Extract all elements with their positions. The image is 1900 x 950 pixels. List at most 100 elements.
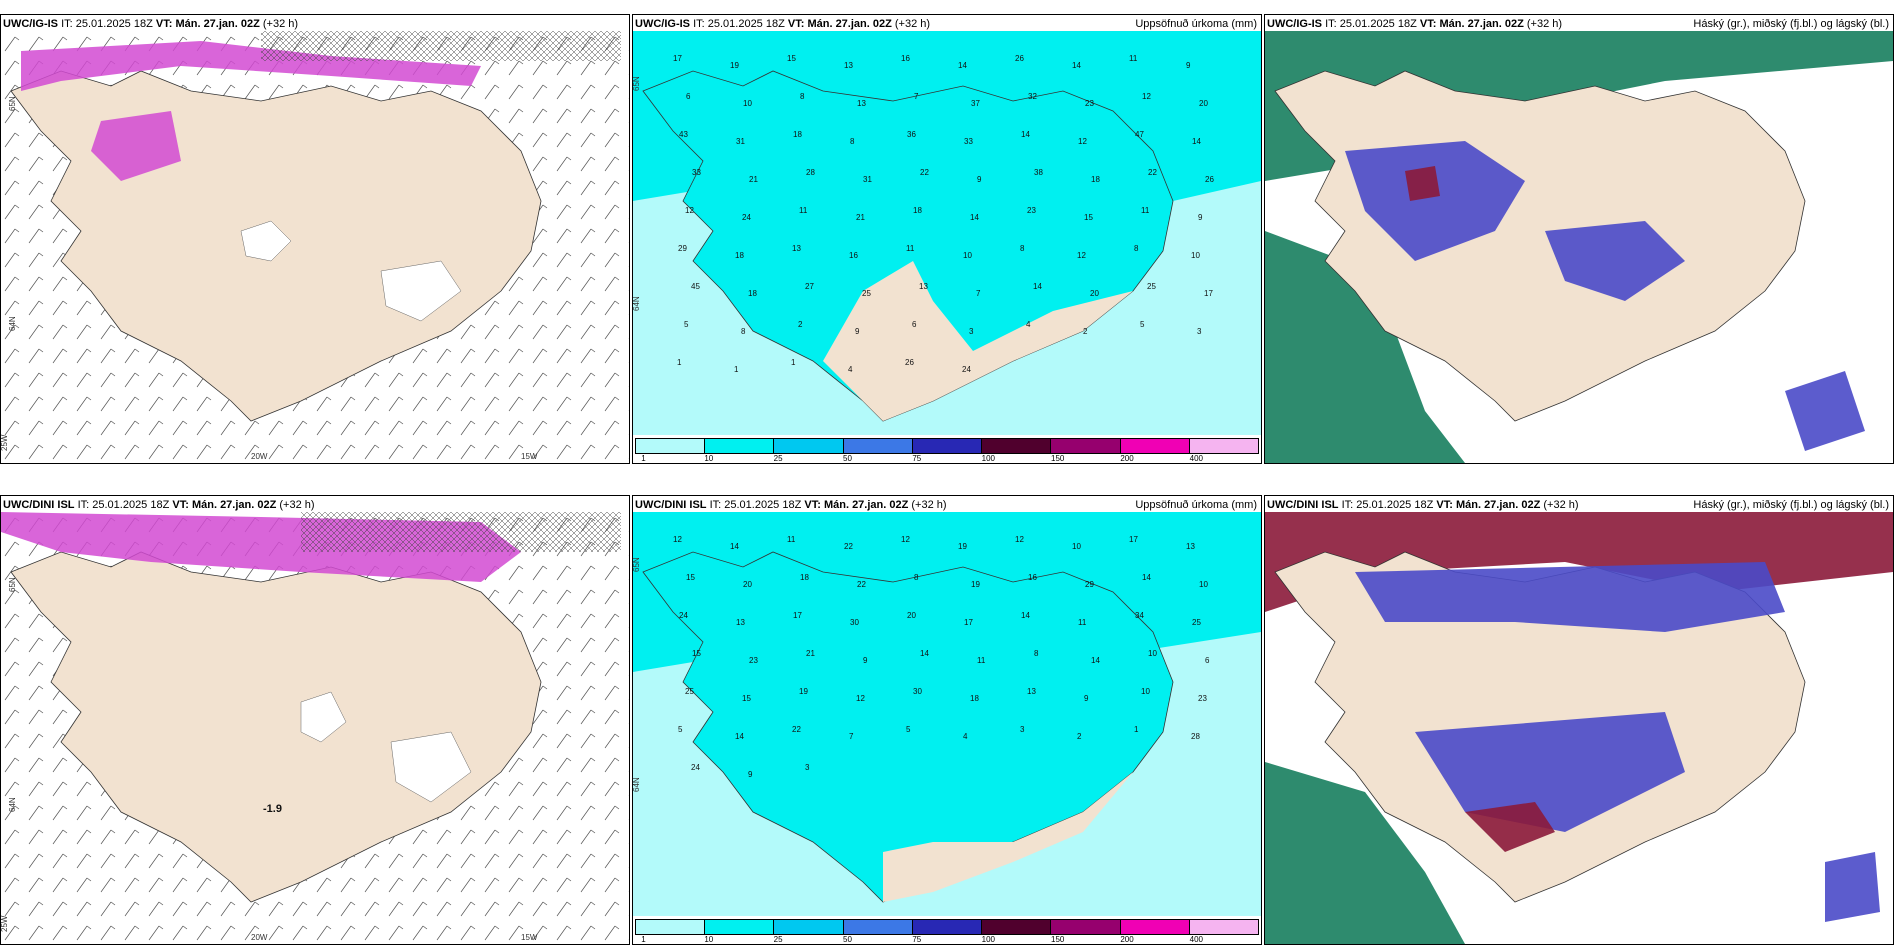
colorbar-label: 25 — [773, 454, 783, 463]
vt-value: Mán. 27.jan. 02Z — [807, 18, 892, 30]
precip-value: 20 — [743, 580, 752, 589]
ice-cap — [380, 260, 462, 322]
precip-value: 22 — [857, 580, 866, 589]
issue-label: IT: — [77, 499, 90, 511]
issue-label: IT: — [1325, 18, 1337, 30]
map-area: 65N 64N 17 19 15 13 16 14 26 14 11 9 6 10 8 13 7 37 32 23… — [633, 31, 1261, 435]
model-name: UWC/DINI ISL — [3, 499, 75, 511]
map-svg — [1265, 512, 1893, 944]
colorbar-swatch — [982, 439, 1052, 453]
precip-value: 24 — [962, 365, 971, 374]
precip-value: 1 — [1134, 725, 1139, 734]
issue-label: IT: — [693, 18, 705, 30]
precip-value: 10 — [743, 99, 752, 108]
precip-value: 38 — [1034, 168, 1043, 177]
colorbar-swatch — [1120, 439, 1190, 453]
precip-value: 30 — [850, 618, 859, 627]
center-temperature-value: -1.9 — [263, 803, 282, 815]
precip-value: 3 — [1197, 327, 1202, 336]
lead-time: (+32 h) — [1543, 499, 1579, 511]
precip-value: 29 — [678, 244, 687, 253]
colorbar-swatch — [912, 439, 983, 453]
precip-value: 8 — [1134, 244, 1139, 253]
high-cloud — [1465, 802, 1555, 852]
mid-cloud — [1345, 141, 1525, 261]
precip-value: 16 — [849, 251, 858, 260]
map-svg: 65N 64N 12141122121912101713152018228191… — [633, 512, 1261, 916]
precip-value: 12 — [685, 206, 694, 215]
precip-value: 18 — [1091, 175, 1100, 184]
panel-header: UWC/IG-IS IT: 25.01.2025 18Z VT: Mán. 27… — [3, 17, 627, 31]
precip-colorbar: 1 10 25 50 75 100 150 200 400 — [635, 919, 1259, 944]
precip-value: 12 — [856, 694, 865, 703]
precip-value: 26 — [1015, 54, 1024, 63]
precip-value: 22 — [1148, 168, 1157, 177]
high-cloud — [1405, 166, 1440, 201]
precip-value: 17 — [1204, 289, 1213, 298]
precip-value: 11 — [787, 535, 796, 544]
lead-time: (+32 h) — [1526, 18, 1563, 30]
colorbar-label: 100 — [981, 454, 996, 463]
precip-value: 7 — [976, 289, 981, 298]
colorbar-swatch — [1051, 439, 1121, 453]
precip-value: 27 — [805, 282, 814, 291]
panel-dini-precip: UWC/DINI ISL IT: 25.01.2025 18Z VT: Mán.… — [632, 495, 1262, 945]
precip-value-labels: 1214112212191210171315201822819162914102… — [673, 535, 1210, 779]
precip-value: 12 — [1015, 535, 1024, 544]
issue-time: 25.01.2025 18Z — [724, 499, 802, 511]
mid-cloud — [1785, 371, 1865, 451]
dry-land — [823, 261, 1133, 421]
colorbar-swatch — [774, 920, 844, 934]
precip-value: 4 — [848, 365, 853, 374]
map-area — [1265, 512, 1893, 944]
mid-cloud — [1545, 221, 1685, 301]
precip-value: 36 — [907, 130, 916, 139]
vt-label: VT: — [804, 499, 821, 511]
precip-value: 25 — [1147, 282, 1156, 291]
precip-value: 11 — [1129, 54, 1138, 63]
precip-value: 2 — [1083, 327, 1088, 336]
precip-value: 20 — [1199, 99, 1208, 108]
field-title: Uppsöfnuð úrkoma (mm) — [1135, 18, 1257, 30]
colorbar-swatch — [705, 439, 775, 453]
precip-value: 30 — [913, 687, 922, 696]
precip-value: 12 — [673, 535, 682, 544]
precip-value: 11 — [1078, 618, 1087, 627]
precip-value: 8 — [914, 573, 919, 582]
model-name: UWC/DINI ISL — [635, 499, 707, 511]
precip-value: 11 — [906, 244, 915, 253]
precip-value: 10 — [1191, 251, 1200, 260]
precip-value: 1 — [791, 358, 796, 367]
precip-value: 26 — [1205, 175, 1214, 184]
precip-value: 33 — [964, 137, 973, 146]
colorbar-labels: 1 10 25 50 75 100 150 200 400 — [635, 454, 1259, 463]
lat-label: 64N — [8, 316, 17, 331]
precip-value: 14 — [1192, 137, 1201, 146]
precip-value: 21 — [806, 649, 815, 658]
precip-value: 32 — [1028, 92, 1037, 101]
precip-value: 6 — [1205, 656, 1210, 665]
precip-value: 23 — [1085, 99, 1094, 108]
colorbar-swatch — [705, 920, 775, 934]
colorbar-swatch — [636, 920, 706, 934]
colorbar-label: 25 — [773, 935, 783, 944]
precip-value: 16 — [901, 54, 910, 63]
mid-cloud — [1415, 712, 1685, 832]
precip-value: 33 — [692, 168, 701, 177]
precip-value: 17 — [673, 54, 682, 63]
precip-value: 43 — [679, 130, 688, 139]
precip-value: 14 — [958, 61, 967, 70]
ice-cap — [240, 220, 292, 262]
precip-value: 5 — [906, 725, 911, 734]
issue-label: IT: — [61, 18, 73, 30]
precip-value: 15 — [692, 649, 701, 658]
precip-value: 3 — [1020, 725, 1025, 734]
model-name: UWC/IG-IS — [1267, 18, 1322, 30]
precip-value: 18 — [800, 573, 809, 582]
issue-time: 25.01.2025 18Z — [707, 18, 785, 30]
colorbar-label: 1 — [641, 935, 646, 944]
issue-label: IT: — [1341, 499, 1354, 511]
precip-value: 19 — [730, 61, 739, 70]
precip-value: 8 — [1034, 649, 1039, 658]
precip-value: 12 — [1142, 92, 1151, 101]
